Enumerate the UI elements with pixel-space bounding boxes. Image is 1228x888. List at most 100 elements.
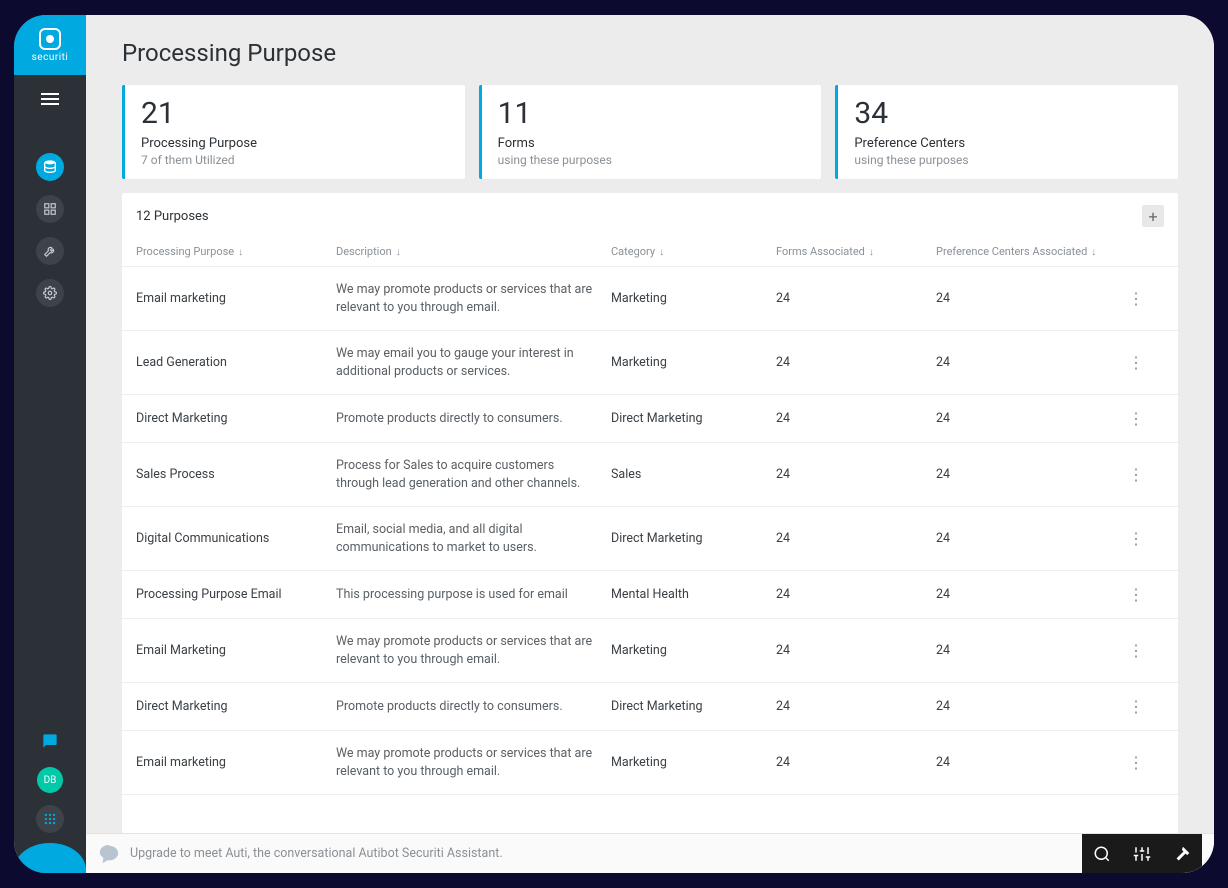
row-more-button[interactable]: ⋮ xyxy=(1116,353,1156,372)
cell-description: Promote products directly to consumers. xyxy=(336,698,611,716)
cell-forms: 24 xyxy=(776,355,936,370)
table-row[interactable]: Direct MarketingPromote products directl… xyxy=(122,395,1178,443)
stat-value: 21 xyxy=(141,97,449,130)
gear-icon xyxy=(43,286,57,300)
col-header-preference[interactable]: Preference Centers Associated↓ xyxy=(936,245,1116,258)
cell-description: We may promote products or services that… xyxy=(336,745,611,780)
cell-name: Email marketing xyxy=(136,755,336,770)
col-header-name[interactable]: Processing Purpose↓ xyxy=(136,245,336,258)
cell-name: Processing Purpose Email xyxy=(136,587,336,602)
table-header-bar: 12 Purposes + xyxy=(122,193,1178,237)
col-header-forms[interactable]: Forms Associated↓ xyxy=(776,245,936,258)
cell-description: Promote products directly to consumers. xyxy=(336,410,611,428)
cell-category: Marketing xyxy=(611,291,776,306)
build-button[interactable] xyxy=(1162,834,1202,874)
table-row[interactable]: Direct MarketingPromote products directl… xyxy=(122,683,1178,731)
stat-label: Processing Purpose xyxy=(141,136,449,151)
brand-logo[interactable]: securiti xyxy=(14,15,86,75)
sort-icon: ↓ xyxy=(238,247,243,258)
nav-item-tools[interactable] xyxy=(36,237,64,265)
table-row[interactable]: Sales ProcessProcess for Sales to acquir… xyxy=(122,443,1178,507)
col-header-actions xyxy=(1116,245,1156,258)
cell-name: Sales Process xyxy=(136,467,336,482)
cell-forms: 24 xyxy=(776,291,936,306)
hammer-icon xyxy=(1173,845,1191,863)
stat-card-forms: 11 Forms using these purposes xyxy=(479,85,822,179)
cell-name: Digital Communications xyxy=(136,531,336,546)
cell-preference: 24 xyxy=(936,643,1116,658)
stat-value: 34 xyxy=(854,97,1162,130)
cell-forms: 24 xyxy=(776,755,936,770)
table-body: Email marketingWe may promote products o… xyxy=(122,267,1178,833)
row-more-button[interactable]: ⋮ xyxy=(1116,465,1156,484)
wrench-icon xyxy=(43,244,57,258)
page-title: Processing Purpose xyxy=(122,39,1178,67)
stat-sub: using these purposes xyxy=(498,153,806,167)
stat-cards: 21 Processing Purpose 7 of them Utilized… xyxy=(122,85,1178,179)
col-header-description[interactable]: Description↓ xyxy=(336,245,611,258)
menu-toggle-icon[interactable] xyxy=(41,93,59,105)
row-more-button[interactable]: ⋮ xyxy=(1116,529,1156,548)
sort-icon: ↓ xyxy=(396,247,401,258)
cell-description: Process for Sales to acquire customers t… xyxy=(336,457,611,492)
main-content: Processing Purpose 21 Processing Purpose… xyxy=(86,15,1214,873)
stat-sub: using these purposes xyxy=(854,153,1162,167)
cell-preference: 24 xyxy=(936,355,1116,370)
table-columns: Processing Purpose↓ Description↓ Categor… xyxy=(122,237,1178,267)
stat-value: 11 xyxy=(498,97,806,130)
cell-preference: 24 xyxy=(936,531,1116,546)
cell-forms: 24 xyxy=(776,643,936,658)
sidebar: securiti DB xyxy=(14,15,86,873)
sidebar-decoration xyxy=(14,843,86,873)
row-more-button[interactable]: ⋮ xyxy=(1116,753,1156,772)
cell-category: Sales xyxy=(611,467,776,482)
cell-forms: 24 xyxy=(776,411,936,426)
table-row[interactable]: Email marketingWe may promote products o… xyxy=(122,731,1178,795)
cell-name: Direct Marketing xyxy=(136,699,336,714)
apps-grid-icon xyxy=(43,812,57,826)
brand-name: securiti xyxy=(32,52,69,63)
sliders-icon xyxy=(1133,845,1151,863)
row-more-button[interactable]: ⋮ xyxy=(1116,585,1156,604)
search-button[interactable] xyxy=(1082,834,1122,874)
brand-mark-icon xyxy=(39,28,61,50)
search-icon xyxy=(1093,845,1111,863)
cell-preference: 24 xyxy=(936,411,1116,426)
row-more-button[interactable]: ⋮ xyxy=(1116,641,1156,660)
cell-description: We may promote products or services that… xyxy=(336,633,611,668)
row-more-button[interactable]: ⋮ xyxy=(1116,289,1156,308)
cell-preference: 24 xyxy=(936,291,1116,306)
apps-icon[interactable] xyxy=(36,805,64,833)
cell-description: This processing purpose is used for emai… xyxy=(336,586,611,604)
cell-preference: 24 xyxy=(936,467,1116,482)
table-row[interactable]: Email MarketingWe may promote products o… xyxy=(122,619,1178,683)
nav-item-dashboard[interactable] xyxy=(36,195,64,223)
nav-item-data[interactable] xyxy=(36,153,64,181)
cell-category: Direct Marketing xyxy=(611,531,776,546)
chat-icon[interactable] xyxy=(36,727,64,755)
table-row[interactable]: Lead Generation We may email you to gaug… xyxy=(122,331,1178,395)
col-header-category[interactable]: Category↓ xyxy=(611,245,776,258)
table-title: 12 Purposes xyxy=(136,209,209,224)
cell-forms: 24 xyxy=(776,699,936,714)
bottom-action-bar xyxy=(1082,834,1202,874)
table-row[interactable]: Digital CommunicationsEmail, social medi… xyxy=(122,507,1178,571)
table-row[interactable]: Processing Purpose EmailThis processing … xyxy=(122,571,1178,619)
assistant-prompt[interactable]: Upgrade to meet Auti, the conversational… xyxy=(130,846,1072,861)
row-more-button[interactable]: ⋮ xyxy=(1116,409,1156,428)
cell-forms: 24 xyxy=(776,587,936,602)
row-more-button[interactable]: ⋮ xyxy=(1116,697,1156,716)
cell-description: We may email you to gauge your interest … xyxy=(336,345,611,380)
cell-category: Direct Marketing xyxy=(611,411,776,426)
sort-icon: ↓ xyxy=(1091,247,1096,258)
stat-card-preference-centers: 34 Preference Centers using these purpos… xyxy=(835,85,1178,179)
app-frame: securiti DB xyxy=(14,15,1214,873)
add-purpose-button[interactable]: + xyxy=(1142,205,1164,227)
cell-category: Marketing xyxy=(611,355,776,370)
cell-category: Marketing xyxy=(611,755,776,770)
filter-button[interactable] xyxy=(1122,834,1162,874)
cell-category: Marketing xyxy=(611,643,776,658)
table-row[interactable]: Email marketingWe may promote products o… xyxy=(122,267,1178,331)
user-avatar[interactable]: DB xyxy=(37,767,63,793)
nav-item-settings[interactable] xyxy=(36,279,64,307)
